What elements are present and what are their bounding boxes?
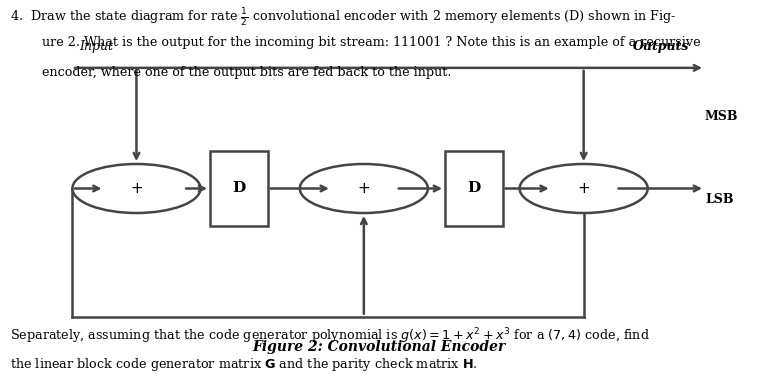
Text: 4.  Draw the state diagram for rate $\frac{1}{2}$ convolutional encoder with 2 m: 4. Draw the state diagram for rate $\fra… [10,6,677,28]
Text: +: + [130,181,143,196]
Bar [445,151,503,226]
Ellipse shape [519,164,647,213]
Text: MSB: MSB [705,110,738,123]
Text: Separately, assuming that the code generator polynomial is $g(x) = 1 + x^2 + x^3: Separately, assuming that the code gener… [10,326,650,346]
Text: ure 2. What is the output for the incoming bit stream: 111001 ? Note this is an : ure 2. What is the output for the incomi… [42,36,700,49]
Text: encoder, where one of the output bits are fed back to the input.: encoder, where one of the output bits ar… [42,66,451,79]
Text: the linear block code generator matrix $\mathbf{G}$ and the parity check matrix : the linear block code generator matrix $… [10,356,478,373]
Bar [210,151,268,226]
Text: Outputs: Outputs [634,40,690,53]
Text: +: + [578,181,590,196]
Ellipse shape [299,164,428,213]
Text: Input: Input [80,40,114,53]
Text: Figure 2: Convolutional Encoder: Figure 2: Convolutional Encoder [252,340,506,354]
Text: D: D [467,181,481,196]
Text: +: + [358,181,370,196]
Ellipse shape [72,164,200,213]
Text: D: D [232,181,246,196]
Text: LSB: LSB [705,193,734,206]
